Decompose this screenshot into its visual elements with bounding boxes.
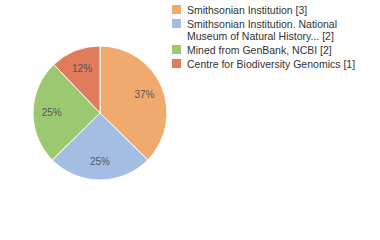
html-text:Centre for Biodiversity Genomi: Centre for Biodiversity Genomics [1] bbox=[187, 58, 356, 70]
svg-text:25%: 25% bbox=[90, 156, 110, 167]
svg-text:37%: 37% bbox=[134, 89, 154, 100]
html-text:Smithsonian Institution [3]: Smithsonian Institution [3] bbox=[187, 4, 308, 16]
html-text:Smithsonian Institution. Natio: Smithsonian Institution. National Museum… bbox=[187, 18, 337, 42]
svg-text:12%: 12% bbox=[72, 63, 92, 74]
svg-text:25%: 25% bbox=[42, 107, 62, 118]
html-text:Mined from GenBank, NCBI [2]: Mined from GenBank, NCBI [2] bbox=[187, 44, 332, 56]
